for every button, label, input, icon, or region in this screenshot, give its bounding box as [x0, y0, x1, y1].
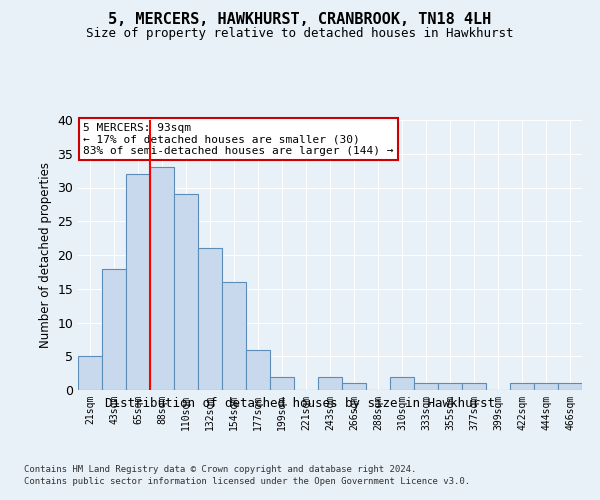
Bar [78, 356, 102, 390]
Text: 5 MERCERS: 93sqm
← 17% of detached houses are smaller (30)
83% of semi-detached : 5 MERCERS: 93sqm ← 17% of detached house… [83, 122, 394, 156]
Bar [414, 383, 438, 390]
Text: Distribution of detached houses by size in Hawkhurst: Distribution of detached houses by size … [105, 398, 495, 410]
Bar [198, 248, 222, 390]
Bar [534, 383, 558, 390]
Bar [270, 376, 294, 390]
Bar [174, 194, 198, 390]
Bar [462, 383, 486, 390]
Text: Contains HM Land Registry data © Crown copyright and database right 2024.: Contains HM Land Registry data © Crown c… [24, 465, 416, 474]
Text: Size of property relative to detached houses in Hawkhurst: Size of property relative to detached ho… [86, 28, 514, 40]
Bar [150, 167, 174, 390]
Bar [318, 376, 342, 390]
Bar [342, 383, 366, 390]
Bar [126, 174, 150, 390]
Text: 5, MERCERS, HAWKHURST, CRANBROOK, TN18 4LH: 5, MERCERS, HAWKHURST, CRANBROOK, TN18 4… [109, 12, 491, 28]
Y-axis label: Number of detached properties: Number of detached properties [39, 162, 52, 348]
Bar [246, 350, 270, 390]
Bar [390, 376, 414, 390]
Bar [558, 383, 582, 390]
Bar [510, 383, 534, 390]
Bar [438, 383, 462, 390]
Text: Contains public sector information licensed under the Open Government Licence v3: Contains public sector information licen… [24, 478, 470, 486]
Bar [102, 268, 126, 390]
Bar [222, 282, 246, 390]
